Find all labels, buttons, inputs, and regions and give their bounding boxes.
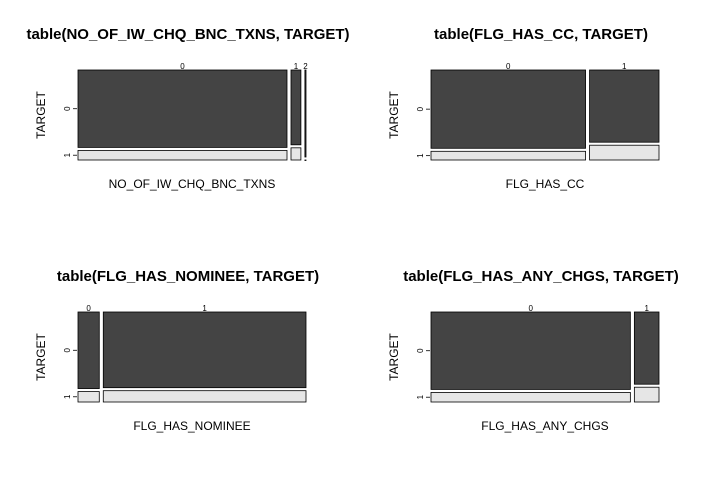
x-axis-label: FLG_HAS_CC [506,177,585,191]
x-category-label: 1 [644,304,649,313]
x-category-label: 1 [294,62,299,71]
y-category-label: 0 [416,348,425,353]
y-category-label: 1 [416,153,425,158]
y-axis-label: TARGET [387,332,401,380]
x-category-label: 1 [622,62,627,71]
mosaic-tile [102,390,307,403]
mosaic-tile [77,150,288,161]
y-category-label: 1 [63,394,72,399]
chart-title: table(FLG_HAS_ANY_CHGS, TARGET) [403,268,679,285]
y-category-label: 0 [416,106,425,111]
y-axis-label: TARGET [34,90,48,138]
x-category-label: 0 [86,304,91,313]
mosaic-tile [290,69,302,146]
y-axis-label: TARGET [387,90,401,138]
mosaic-tile [304,159,307,161]
chart-title: table(NO_OF_IW_CHQ_BNC_TXNS, TARGET) [26,26,349,43]
x-category-label: 0 [528,304,533,313]
mosaic-tile [589,144,660,161]
mosaic-tile [430,69,586,149]
panel: table(NO_OF_IW_CHQ_BNC_TXNS, TARGET) NO_O… [26,26,349,191]
x-category-label: 0 [506,62,511,71]
mosaic-tile [77,311,100,389]
mosaic-tile [77,391,100,403]
y-axis-label: TARGET [34,332,48,380]
mosaic-tile [290,147,302,161]
mosaic-tile [77,69,288,148]
panel: table(FLG_HAS_ANY_CHGS, TARGET) FLG_HAS_A… [387,268,679,433]
chart-title: table(FLG_HAS_CC, TARGET) [434,26,648,43]
x-axis-label: FLG_HAS_ANY_CHGS [481,419,608,433]
y-category-label: 1 [63,152,72,157]
mosaic-tile [589,69,660,143]
chart-title: table(FLG_HAS_NOMINEE, TARGET) [57,268,319,285]
mosaic-tile [304,69,307,158]
x-category-label: 2 [303,62,308,71]
panel: table(FLG_HAS_CC, TARGET) FLG_HAS_CC TARGE… [387,26,660,191]
mosaic-tile [633,386,660,403]
x-category-label: 1 [202,304,207,313]
y-category-label: 1 [416,394,425,399]
x-category-label: 0 [180,62,185,71]
y-category-label: 0 [63,106,72,111]
x-axis-label: NO_OF_IW_CHQ_BNC_TXNS [109,177,276,191]
mosaic-tile [102,311,307,389]
x-axis-label: FLG_HAS_NOMINEE [133,419,250,433]
panel: table(FLG_HAS_NOMINEE, TARGET) FLG_HAS_NO… [34,268,319,433]
mosaic-tile [430,392,631,403]
mosaic-tile [430,150,586,161]
mosaic-tile [430,311,631,390]
mosaic-tile [633,311,660,385]
y-category-label: 0 [63,348,72,353]
